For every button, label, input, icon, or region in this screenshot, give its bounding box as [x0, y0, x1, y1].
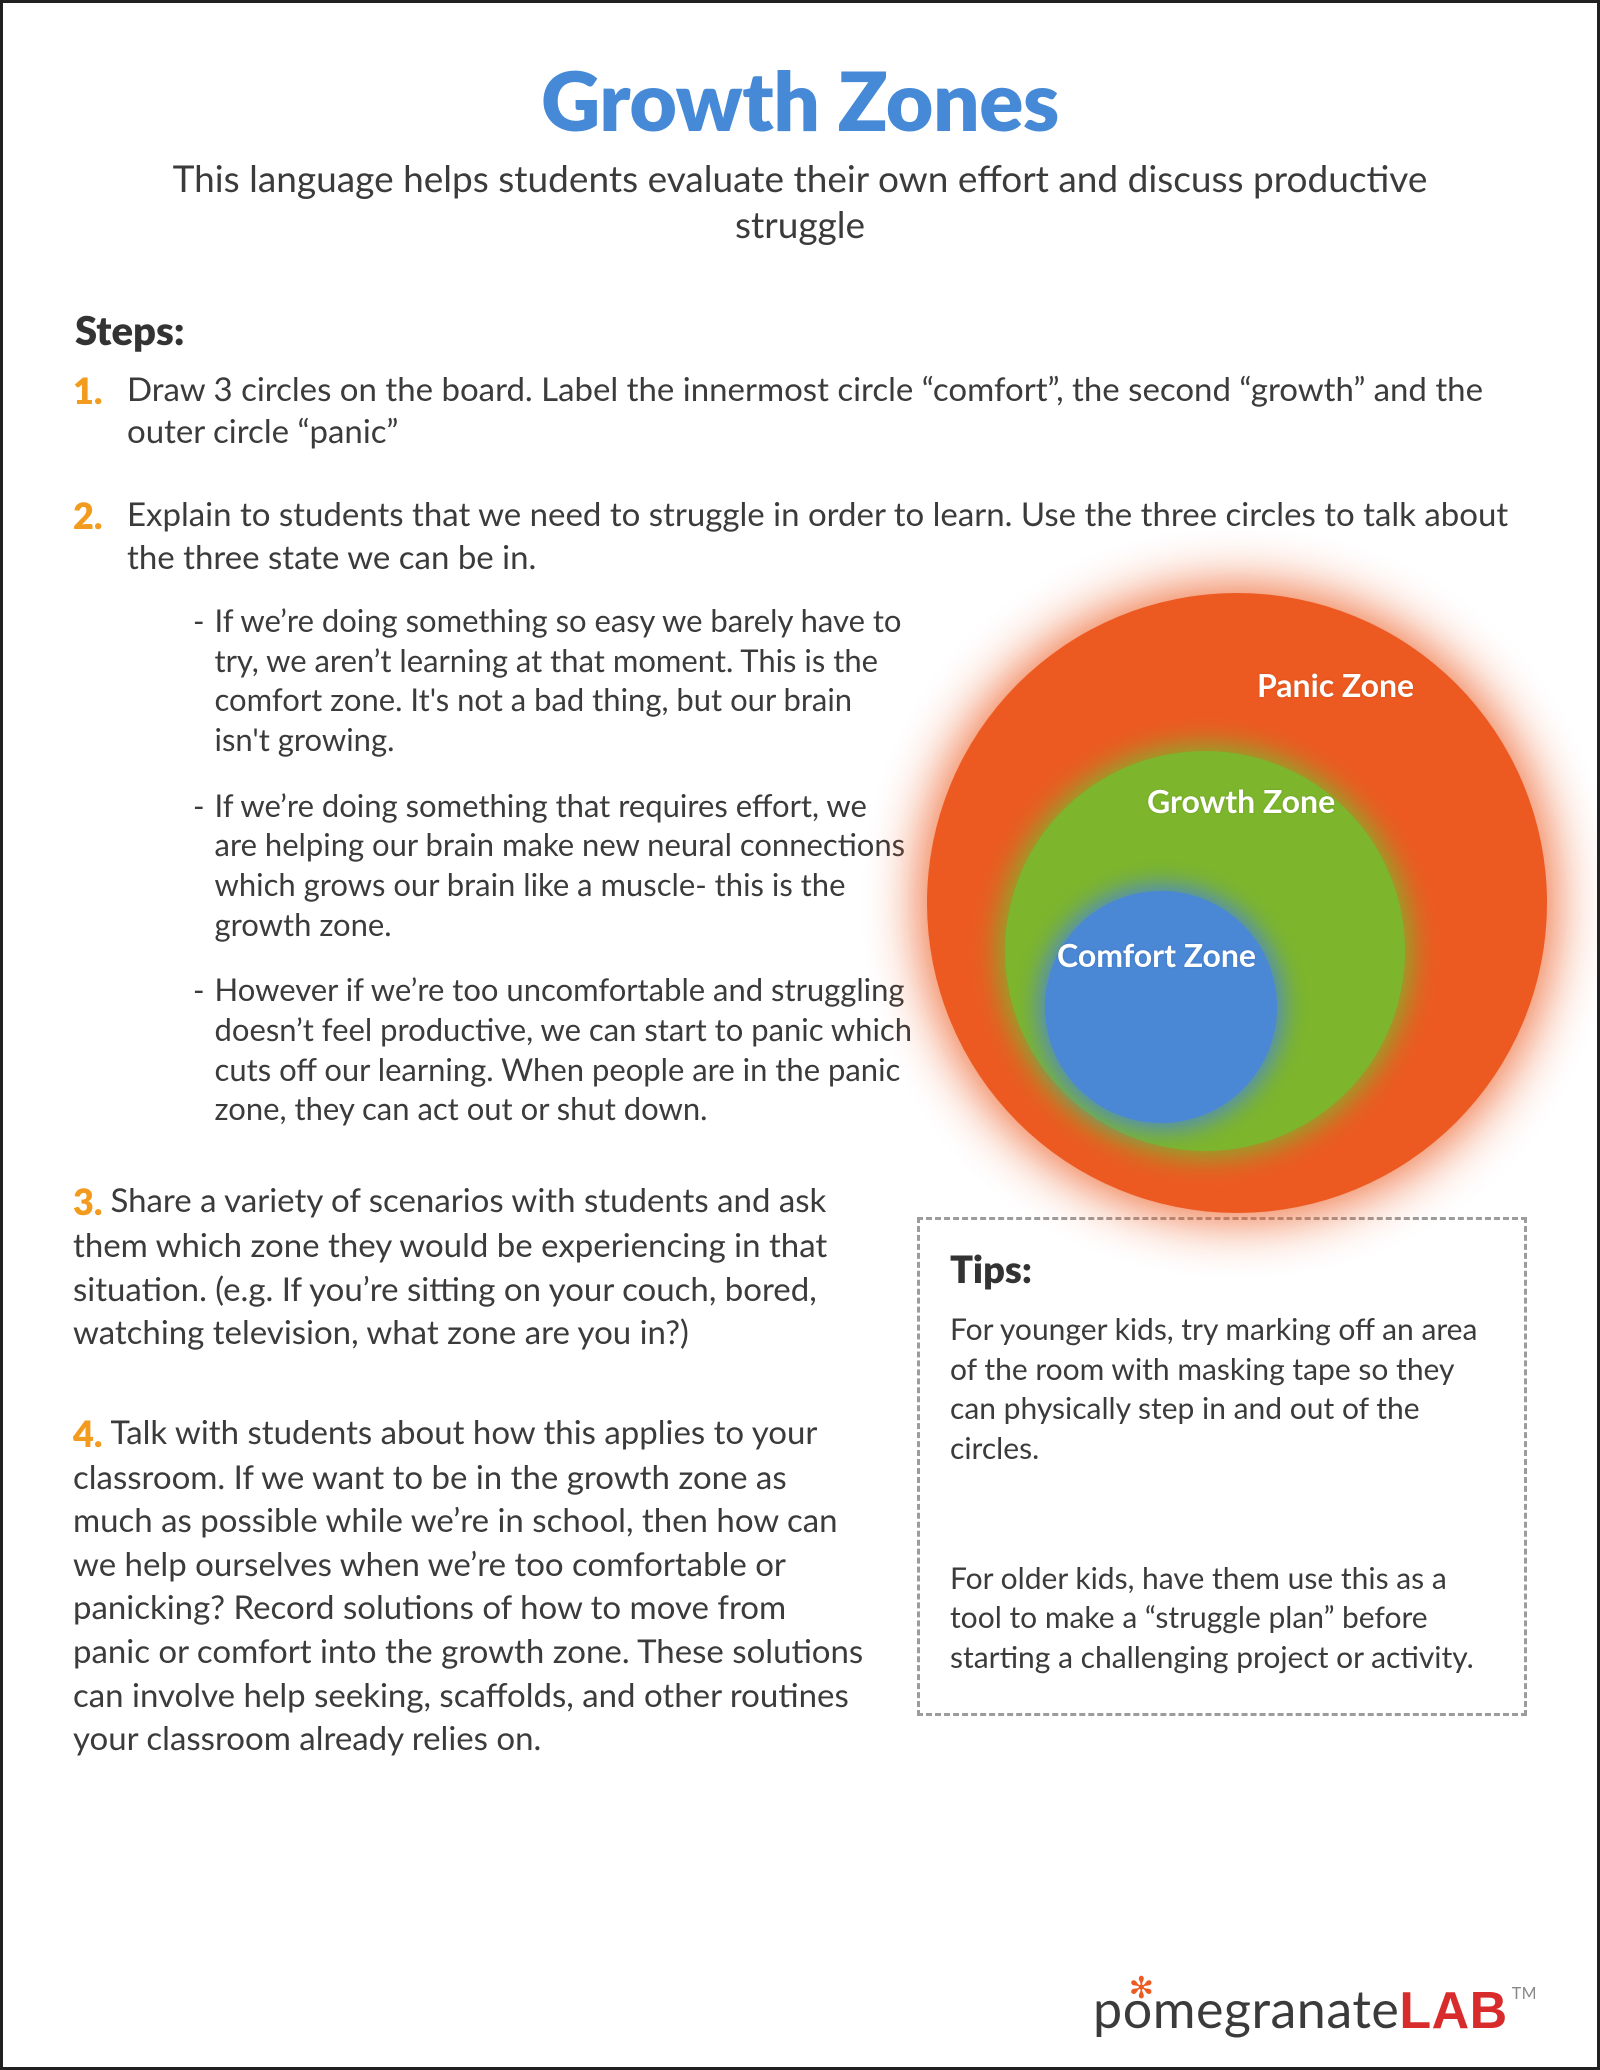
step-number: 1. [73, 368, 127, 413]
step-text: Explain to students that we need to stru… [127, 493, 1527, 579]
page-title: Growth Zones [73, 51, 1527, 149]
brand-part: megranate [1153, 1978, 1400, 2040]
brand-part: p [1093, 1978, 1123, 2040]
step-number: 3. [73, 1179, 102, 1224]
brand-logo: p✻omegranateLAB TM [1093, 1978, 1537, 2041]
bullet-comfort: - If we’re doing something so easy we ba… [193, 601, 913, 760]
page-subtitle: This language helps students evaluate th… [170, 155, 1430, 248]
step-text: Draw 3 circles on the board. Label the i… [127, 368, 1527, 454]
comfort-zone-circle [1045, 891, 1277, 1123]
growth-zone-label: Growth Zone [1147, 781, 1335, 820]
steps-heading: Steps: [75, 306, 1527, 354]
bullet-growth: - If we’re doing something that requires… [193, 786, 913, 945]
bullet-text: However if we’re too uncomfortable and s… [215, 970, 913, 1129]
zones-diagram: Panic Zone Growth Zone Comfort Zone [927, 593, 1547, 1213]
tips-heading: Tips: [950, 1246, 1494, 1292]
step-2: 2. Explain to students that we need to s… [73, 493, 1527, 1129]
tips-box: Tips: For younger kids, try marking off … [917, 1217, 1527, 1716]
step-3: 3.Share a variety of scenarios with stud… [73, 1179, 871, 1355]
flame-icon: ✻ [1129, 1972, 1155, 2002]
bullet-text: If we’re doing something so easy we bare… [215, 601, 913, 760]
bullet-text: If we’re doing something that requires e… [215, 786, 913, 945]
lower-section: 3.Share a variety of scenarios with stud… [73, 1179, 1527, 1760]
tips-paragraph: For older kids, have them use this as a … [950, 1559, 1494, 1678]
worksheet-page: Growth Zones This language helps student… [0, 0, 1600, 2070]
step-number: 4. [73, 1411, 102, 1456]
bullet-panic: - However if we’re too uncomfortable and… [193, 970, 913, 1129]
brand-o-icon: ✻o [1123, 1978, 1153, 2040]
step-text: Talk with students about how this applie… [73, 1412, 863, 1758]
step-1: 1. Draw 3 circles on the board. Label th… [73, 368, 1527, 454]
step-2-bullets: - If we’re doing something so easy we ba… [193, 601, 913, 1129]
tips-paragraph: For younger kids, try marking off an are… [950, 1310, 1494, 1468]
brand-tm: TM [1512, 1984, 1537, 2003]
step-text: Share a variety of scenarios with studen… [73, 1180, 827, 1352]
panic-zone-label: Panic Zone [1257, 665, 1414, 704]
brand-lab: LAB [1399, 1982, 1507, 2040]
step-4: 4.Talk with students about how this appl… [73, 1411, 871, 1761]
comfort-zone-label: Comfort Zone [1057, 935, 1256, 974]
step-number: 2. [73, 493, 127, 538]
